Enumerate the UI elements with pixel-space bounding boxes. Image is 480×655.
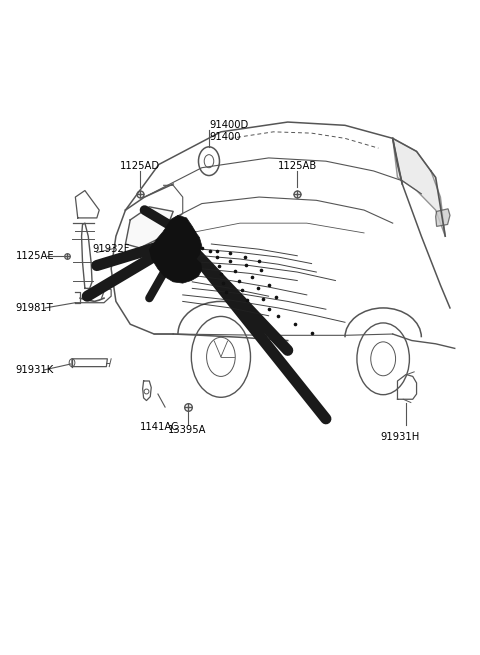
Text: 1125AB: 1125AB	[277, 161, 317, 171]
Text: 91981T: 91981T	[16, 303, 53, 313]
Polygon shape	[393, 138, 445, 236]
Text: 13395A: 13395A	[168, 425, 207, 436]
Text: 1125AE: 1125AE	[16, 251, 54, 261]
Polygon shape	[125, 207, 173, 248]
Text: 1141AC: 1141AC	[140, 422, 179, 432]
Text: 91931K: 91931K	[16, 365, 54, 375]
Polygon shape	[164, 215, 196, 238]
Polygon shape	[149, 223, 202, 283]
Text: 91400D
91400: 91400D 91400	[209, 120, 248, 141]
Polygon shape	[436, 209, 450, 227]
Text: 1125AD: 1125AD	[120, 161, 160, 171]
Text: 91931H: 91931H	[380, 432, 420, 442]
Text: 91932F: 91932F	[92, 244, 130, 254]
